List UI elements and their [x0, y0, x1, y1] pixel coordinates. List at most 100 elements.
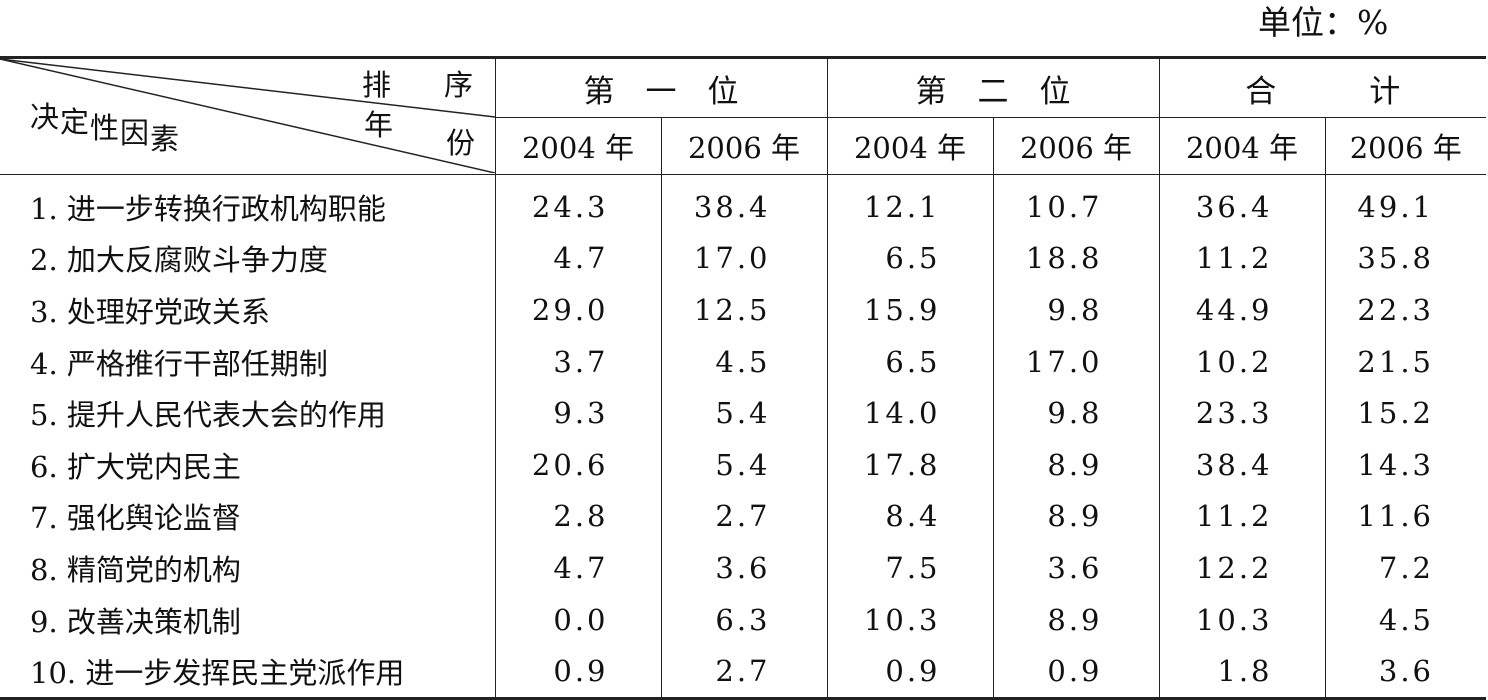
- value-cell: 44.9: [1158, 284, 1325, 336]
- value-cell: 17.8: [826, 438, 993, 491]
- value-cell: 3.6: [1324, 645, 1486, 699]
- corner-header-cell: 排 序 年 份 决 定 性 因 素: [0, 58, 495, 175]
- table-row: 7. 强化舆论监督 2.8 2.7 8.4 8.9 11.2 11.6: [0, 490, 1486, 543]
- value-cell: 7.2: [1324, 542, 1486, 594]
- value-cell: 38.4: [1158, 438, 1325, 491]
- value-cell: 29.0: [494, 284, 661, 336]
- value-cell: 9.8: [992, 284, 1159, 336]
- table-header: 排 序 年 份 决 定 性 因 素 第 一 位 第 二 位 合 计 2004 年…: [0, 57, 1486, 175]
- value-cell: 36.4: [1158, 174, 1325, 233]
- value-cell: 12.1: [826, 174, 993, 233]
- value-cell: 17.0: [660, 232, 827, 285]
- value-cell: 10.2: [1158, 335, 1325, 388]
- value-cell: 8.9: [992, 438, 1159, 491]
- value-cell: 0.0: [494, 593, 661, 646]
- factor-label: 2. 加大反腐败斗争力度: [30, 243, 328, 278]
- factor-label: 4. 严格推行干部任期制: [30, 346, 328, 381]
- value-cell: 20.6: [494, 438, 661, 491]
- factor-label: 8. 精简党的机构: [30, 552, 241, 587]
- unit-label: 单位：%: [1258, 3, 1389, 42]
- value-cell: 4.5: [660, 335, 827, 388]
- value-cell: 22.3: [1324, 284, 1486, 336]
- factor-label: 9. 改善决策机制: [30, 604, 241, 639]
- value-cell: 17.0: [992, 335, 1159, 388]
- value-cell: 3.6: [660, 542, 827, 594]
- value-cell: 12.5: [660, 284, 827, 336]
- value-cell: 10.7: [992, 174, 1159, 233]
- corner-year-char-1: 年: [364, 108, 394, 142]
- table-row: 2. 加大反腐败斗争力度 4.7 17.0 6.5 18.8 11.2 35.8: [0, 232, 1486, 285]
- year-header: 2004 年: [494, 117, 661, 175]
- value-cell: 10.3: [1158, 593, 1325, 646]
- corner-sort-char-1: 排: [362, 68, 392, 102]
- survey-table: 排 序 年 份 决 定 性 因 素 第 一 位 第 二 位 合 计 2004 年…: [0, 56, 1486, 700]
- table-row: 5. 提升人民代表大会的作用 9.3 5.4 14.0 9.8 23.3 15.…: [0, 387, 1486, 439]
- period-header-second: 第 二 位: [826, 57, 1159, 118]
- value-cell: 49.1: [1324, 174, 1486, 233]
- table-row: 1. 进一步转换行政机构职能 24.3 38.4 12.1 10.7 36.4 …: [0, 174, 1486, 233]
- table-row: 8. 精简党的机构 4.7 3.6 7.5 3.6 12.2 7.2: [0, 542, 1486, 594]
- factor-label: 5. 提升人民代表大会的作用: [30, 398, 386, 433]
- value-cell: 38.4: [660, 174, 827, 233]
- value-cell: 14.0: [826, 387, 993, 439]
- value-cell: 5.4: [660, 387, 827, 439]
- period-header-total: 合 计: [1158, 57, 1486, 118]
- table-row: 9. 改善决策机制 0.0 6.3 10.3 8.9 10.3 4.5: [0, 593, 1486, 646]
- value-cell: 4.5: [1324, 593, 1486, 646]
- year-header: 2006 年: [660, 117, 827, 175]
- value-cell: 2.8: [494, 490, 661, 543]
- value-cell: 4.7: [494, 232, 661, 285]
- corner-year-char-2: 份: [446, 126, 476, 160]
- factor-label: 3. 处理好党政关系: [30, 294, 270, 329]
- year-header: 2004 年: [1158, 117, 1325, 175]
- value-cell: 11.2: [1158, 490, 1325, 543]
- corner-sort-char-2: 序: [444, 68, 474, 102]
- period-header-first: 第 一 位: [494, 57, 827, 118]
- value-cell: 6.3: [660, 593, 827, 646]
- factor-label: 10. 进一步发挥民主党派作用: [30, 656, 405, 691]
- value-cell: 1.8: [1158, 645, 1325, 699]
- value-cell: 4.7: [494, 542, 661, 594]
- factor-label: 1. 进一步转换行政机构职能: [30, 191, 386, 226]
- value-cell: 21.5: [1324, 335, 1486, 388]
- value-cell: 0.9: [992, 645, 1159, 699]
- value-cell: 0.9: [494, 645, 661, 699]
- value-cell: 2.7: [660, 645, 827, 699]
- value-cell: 5.4: [660, 438, 827, 491]
- value-cell: 24.3: [494, 174, 661, 233]
- value-cell: 8.4: [826, 490, 993, 543]
- value-cell: 6.5: [826, 335, 993, 388]
- value-cell: 15.9: [826, 284, 993, 336]
- value-cell: 7.5: [826, 542, 993, 594]
- year-header: 2006 年: [992, 117, 1159, 175]
- value-cell: 23.3: [1158, 387, 1325, 439]
- table-row: 6. 扩大党内民主 20.6 5.4 17.8 8.9 38.4 14.3: [0, 438, 1486, 491]
- value-cell: 9.8: [992, 387, 1159, 439]
- value-cell: 10.3: [826, 593, 993, 646]
- value-cell: 35.8: [1324, 232, 1486, 285]
- corner-factor-char-1: 决: [30, 100, 60, 134]
- value-cell: 9.3: [494, 387, 661, 439]
- value-cell: 2.7: [660, 490, 827, 543]
- factor-label: 6. 扩大党内民主: [30, 449, 241, 484]
- value-cell: 3.7: [494, 335, 661, 388]
- table-row: 4. 严格推行干部任期制 3.7 4.5 6.5 17.0 10.2 21.5: [0, 335, 1486, 388]
- corner-diagonal-lines: [0, 59, 495, 173]
- year-header: 2006 年: [1324, 117, 1486, 175]
- value-cell: 0.9: [826, 645, 993, 699]
- value-cell: 15.2: [1324, 387, 1486, 439]
- value-cell: 8.9: [992, 490, 1159, 543]
- factor-label: 7. 强化舆论监督: [30, 501, 241, 536]
- value-cell: 8.9: [992, 593, 1159, 646]
- value-cell: 18.8: [992, 232, 1159, 285]
- value-cell: 11.2: [1158, 232, 1325, 285]
- corner-factor-char-4: 因: [120, 116, 150, 150]
- value-cell: 3.6: [992, 542, 1159, 594]
- table-row: 10. 进一步发挥民主党派作用 0.9 2.7 0.9 0.9 1.8 3.6: [0, 645, 1486, 699]
- table-body: 1. 进一步转换行政机构职能 24.3 38.4 12.1 10.7 36.4 …: [0, 174, 1486, 699]
- value-cell: 12.2: [1158, 542, 1325, 594]
- value-cell: 6.5: [826, 232, 993, 285]
- corner-factor-char-2: 定: [60, 105, 90, 139]
- value-cell: 14.3: [1324, 438, 1486, 491]
- value-cell: 11.6: [1324, 490, 1486, 543]
